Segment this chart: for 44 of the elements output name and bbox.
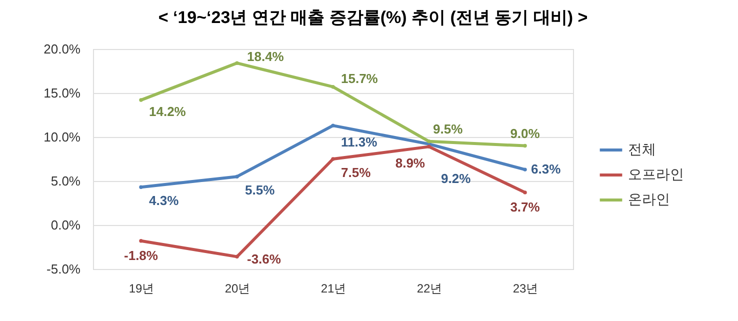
point <box>331 84 335 89</box>
data-label: 14.2% <box>149 104 186 120</box>
point <box>235 61 239 65</box>
data-label: 9.0% <box>510 126 540 141</box>
point <box>331 157 335 161</box>
data-label: -1.8% <box>124 248 158 263</box>
point <box>235 174 239 178</box>
y-tick-label: 10.0% <box>44 130 81 144</box>
point <box>427 140 431 144</box>
data-label: 15.7% <box>341 70 378 86</box>
y-tick-label: 20.0% <box>44 42 81 56</box>
data-label: 3.7% <box>510 199 540 214</box>
data-label: 4.3% <box>149 193 180 208</box>
data-label: 9.5% <box>433 121 464 136</box>
point <box>331 124 335 128</box>
point <box>523 190 527 194</box>
point <box>523 144 527 148</box>
point <box>139 185 143 190</box>
x-tick-label: 19년 <box>128 282 154 296</box>
legend-label: 오프라인 <box>628 166 684 182</box>
point <box>139 238 143 243</box>
point <box>235 254 239 259</box>
point <box>139 98 143 102</box>
data-label: 18.4% <box>247 49 284 64</box>
y-tick-label: 5.0% <box>50 174 81 188</box>
y-tick-label: 0.0% <box>50 218 81 232</box>
y-tick-label: 15.0% <box>44 86 81 100</box>
chart-title: < ‘19~‘23년 연간 매출 증감률(%) 추이 (전년 동기 대비) > <box>158 8 588 27</box>
x-tick-label: 21년 <box>320 282 346 296</box>
point <box>427 144 431 149</box>
point <box>523 168 527 172</box>
data-label: -3.6% <box>247 252 282 267</box>
x-tick-label: 23년 <box>512 282 538 296</box>
x-tick-label: 20년 <box>224 282 250 296</box>
data-label: 9.2% <box>441 171 472 186</box>
x-tick-label: 22년 <box>416 282 442 296</box>
y-tick-label: -5.0% <box>46 262 81 276</box>
data-label: 11.3% <box>341 134 378 150</box>
data-label: 7.5% <box>341 165 372 180</box>
legend-label: 온라인 <box>628 191 670 207</box>
data-label: 8.9% <box>395 156 426 171</box>
legend-label: 전체 <box>628 141 656 157</box>
data-label: 5.5% <box>245 182 276 198</box>
data-label: 6.3% <box>531 162 562 177</box>
